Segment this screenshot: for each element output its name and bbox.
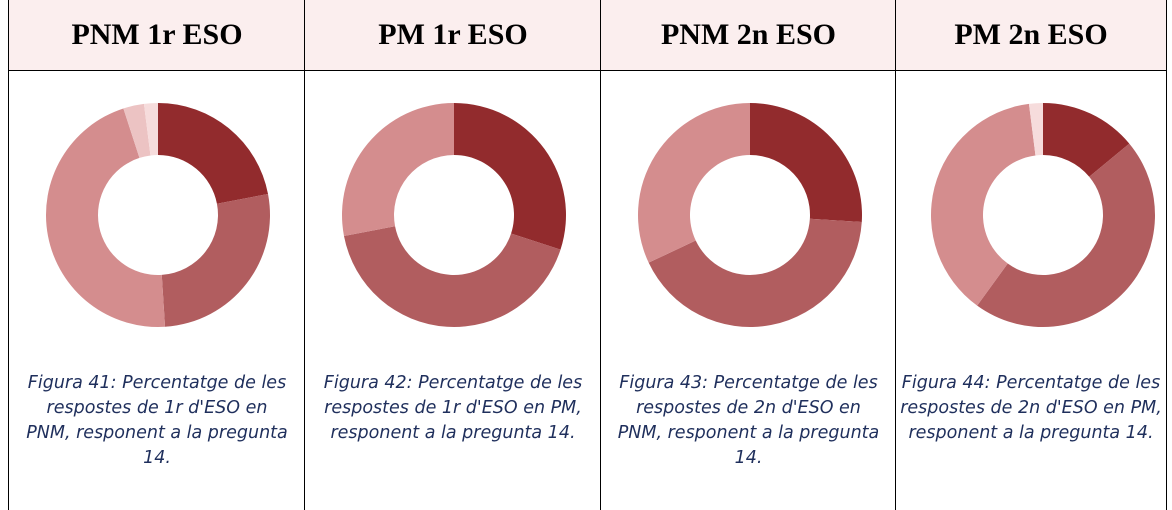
donut-chart	[638, 103, 862, 327]
donut-slice	[161, 194, 270, 327]
donut-chart	[342, 103, 566, 328]
column-header: PM 1r ESO	[305, 0, 601, 71]
donut-slice	[648, 218, 862, 327]
donut-slice	[931, 103, 1036, 306]
figure-caption: Figura 43: Percentatge de les respostes …	[617, 373, 880, 468]
donut-slice	[638, 103, 750, 263]
column: PM 2n ESO Figura 44: Percentatge de les r…	[895, 0, 1167, 510]
donut-chart	[45, 103, 270, 327]
figure-caption: Figura 42: Percentatge de les respostes …	[323, 373, 583, 443]
donut-slice	[343, 226, 561, 328]
donut-slice	[342, 103, 454, 236]
donut-chart	[931, 103, 1155, 328]
donut-slice	[45, 108, 166, 327]
column: PM 1r ESO Figura 42: Percentatge de les r…	[304, 0, 601, 510]
donut-slice	[1043, 103, 1130, 177]
donut-slice	[454, 103, 566, 250]
figure-caption: Figura 41: Percentatge de les respostes …	[26, 373, 288, 468]
donut-slice	[158, 103, 269, 204]
column-header: PNM 1r ESO	[9, 0, 305, 71]
column-header: PNM 2n ESO	[601, 0, 896, 71]
donut-slice	[123, 103, 151, 158]
donut-slice	[143, 103, 158, 156]
donut-slice	[977, 143, 1155, 328]
column: PNM 1r ESO Figura 41: Percentatge de les …	[8, 0, 305, 510]
column: PNM 2n ESO Figura 43: Percentatge de les …	[600, 0, 896, 510]
column-header: PM 2n ESO	[896, 0, 1166, 71]
donut-slice	[750, 103, 862, 223]
donut-slice	[1028, 103, 1043, 156]
figure-caption: Figura 44: Percentatge de les respostes …	[900, 373, 1162, 443]
